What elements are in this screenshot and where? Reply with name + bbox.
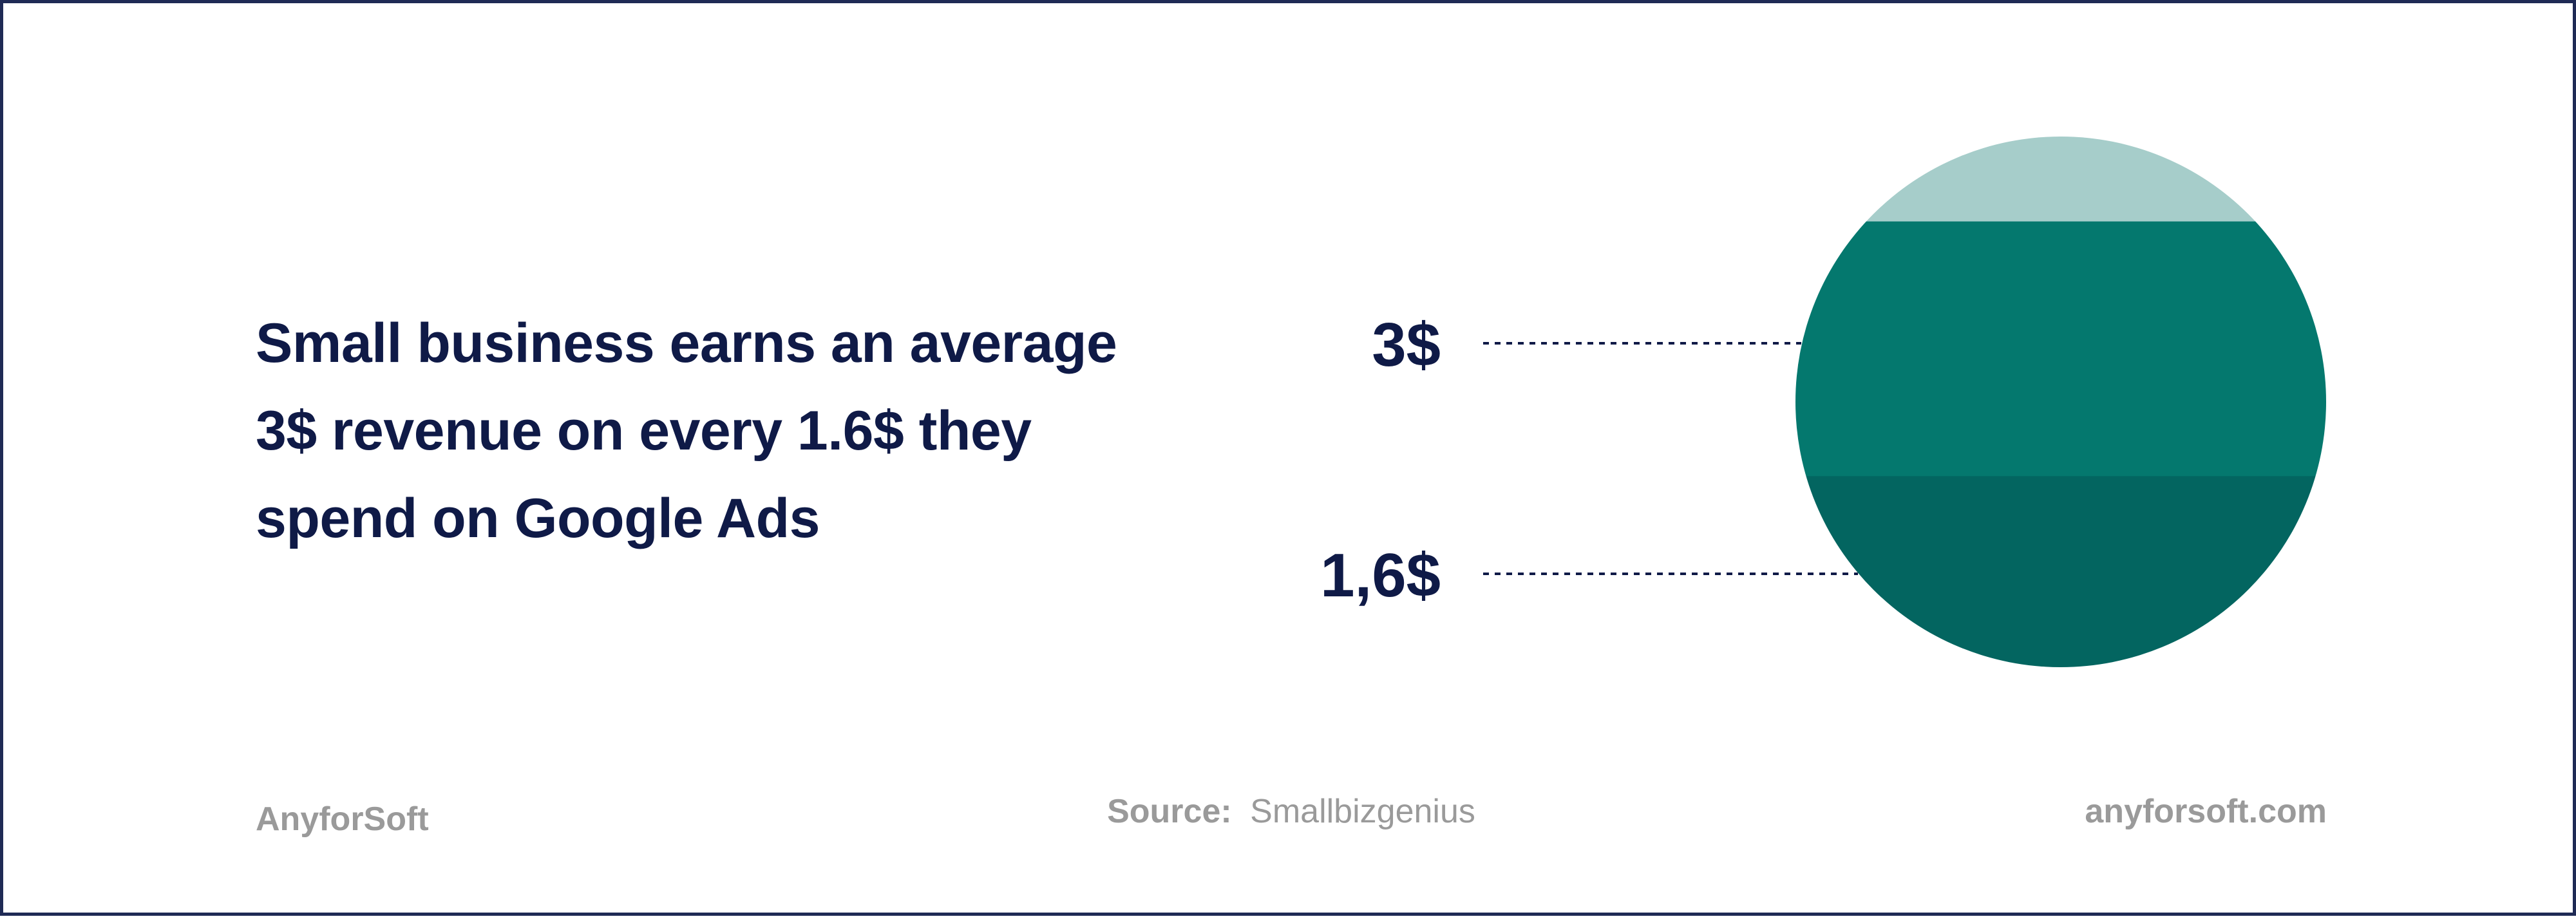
band-1	[1795, 221, 2326, 477]
headline-line: Small business earns an average	[256, 312, 1117, 374]
band-2	[1795, 476, 2326, 667]
brand-logo-text: AnyforSoft	[256, 801, 429, 838]
value-label-1-6: 1,6$	[1320, 541, 1441, 610]
source-line: Source: Smallbizgenius	[1107, 793, 1475, 830]
headline: Small business earns an average 3$ reven…	[256, 299, 1222, 562]
site-url: anyforsoft.com	[2085, 793, 2327, 830]
circle-bands	[1795, 137, 2326, 667]
source-label: Source:	[1107, 793, 1232, 830]
value-label-3: 3$	[1372, 310, 1441, 379]
headline-line: 3$ revenue on every 1.6$ they	[256, 400, 1032, 462]
circle-chart: 3$ 1,6$ AnyforSoft Source: Smallbizgeniu…	[256, 137, 2327, 838]
band-0	[1795, 137, 2326, 222]
source-value: Smallbizgenius	[1250, 793, 1475, 830]
headline-line: spend on Google Ads	[256, 488, 820, 549]
